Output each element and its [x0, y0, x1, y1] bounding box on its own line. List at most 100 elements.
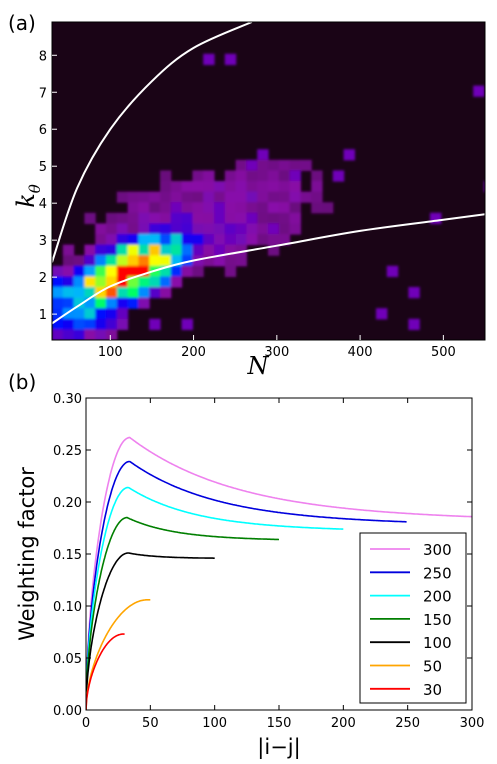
heatmap-cell — [332, 170, 345, 182]
heatmap-cell — [181, 181, 193, 193]
heatmap-cell — [170, 181, 183, 193]
x-tick-label: 500 — [431, 345, 456, 360]
heatmap-cell — [214, 191, 226, 203]
heatmap-cell — [268, 244, 280, 256]
y-tick-label: 0.30 — [53, 392, 82, 407]
heatmap-cell — [138, 191, 150, 203]
series-line-300 — [86, 436, 472, 710]
heatmap-cell — [268, 223, 280, 235]
heatmap-frame — [51, 21, 486, 341]
heatmap-cell — [268, 202, 280, 214]
heatmap-cell — [181, 244, 193, 256]
heatmap-cell — [289, 181, 301, 193]
svg-text:kθ: kθ — [12, 184, 44, 208]
x-tick-label: 0 — [82, 716, 90, 731]
legend-label-50: 50 — [423, 658, 442, 676]
heatmap-cell — [257, 234, 269, 246]
heatmap-cell — [289, 212, 301, 224]
heatmap-cell — [192, 181, 204, 193]
heatmap-cell — [84, 318, 96, 330]
heatmap-cell — [84, 212, 96, 224]
y-tick-label: 0.15 — [53, 548, 82, 563]
panel-a-label: (a) — [8, 11, 36, 35]
heatmap-cell — [127, 202, 139, 214]
y-tick-label: 3 — [39, 234, 47, 249]
heatmap-cell — [170, 212, 183, 224]
heatmap-cell — [127, 255, 139, 267]
heatmap-cell — [203, 202, 215, 214]
heatmap-cell — [192, 244, 204, 256]
heatmap-cell — [95, 287, 107, 299]
heatmap-cell — [311, 202, 323, 214]
heatmap-cell — [268, 181, 280, 193]
heatmap-cell — [192, 191, 204, 203]
heatmap-cell — [160, 202, 172, 214]
heatmap-cell — [138, 212, 150, 224]
density-cells — [52, 53, 485, 340]
heatmap-cell — [278, 202, 291, 214]
heatmap-cell — [106, 308, 118, 320]
panel-b-ticks: 0 50 100 150 200 250 300 0.00 0.05 0.10 0.15 0.20 0.… — [53, 392, 484, 731]
heatmap-cell — [84, 308, 96, 320]
heatmap-cell — [268, 170, 280, 182]
x-tick-label: 200 — [181, 345, 206, 360]
heatmap-cell — [62, 255, 75, 267]
heatmap-cell — [138, 297, 150, 309]
heatmap-cell — [376, 308, 388, 320]
legend-label-30: 30 — [423, 681, 442, 699]
heatmap-cell — [300, 191, 312, 203]
heatmap-cell — [138, 255, 150, 267]
y-tick-label: 8 — [39, 49, 47, 64]
heatmap-cell — [149, 191, 161, 203]
x-axis-label-N: N — [247, 352, 270, 380]
heatmap-cell — [160, 191, 172, 203]
x-tick-label: 100 — [98, 345, 123, 360]
heatmap-cell — [322, 202, 334, 214]
heatmap-cell — [257, 212, 269, 224]
heatmap-cell — [203, 244, 215, 256]
legend-label-250: 250 — [423, 564, 452, 582]
heatmap-cell — [106, 287, 118, 299]
heatmap-cell — [214, 202, 226, 214]
heatmap-cell — [257, 181, 269, 193]
heatmap-cell — [214, 234, 226, 246]
heatmap-cell — [52, 287, 64, 299]
series-line-30 — [86, 633, 125, 710]
heatmap-cell — [246, 191, 258, 203]
heatmap-cell — [289, 223, 301, 235]
heatmap-cell — [127, 212, 139, 224]
heatmap-cell — [73, 308, 85, 320]
heatmap-cell — [235, 181, 247, 193]
y-tick-label: 6 — [39, 123, 47, 138]
heatmap-cell — [160, 255, 172, 267]
heatmap-cell — [170, 202, 183, 214]
heatmap-cell — [138, 223, 150, 235]
heatmap-cell — [246, 223, 258, 235]
heatmap-cell — [95, 223, 107, 235]
heatmap-cell — [84, 255, 96, 267]
heatmap-cell — [84, 265, 96, 277]
heatmap-cell — [214, 244, 226, 256]
heatmap-cell — [170, 276, 183, 288]
heatmap-cell — [95, 265, 107, 277]
y-tick-label: 2 — [39, 271, 47, 286]
heatmap-cell — [73, 297, 85, 309]
heatmap-cell — [84, 287, 96, 299]
heatmap-cell — [160, 170, 172, 182]
heatmap-cell — [246, 159, 258, 171]
heatmap-cell — [278, 170, 291, 182]
heatmap-cell — [138, 265, 150, 277]
heatmap-cell — [203, 255, 215, 267]
heatmap-cell — [181, 265, 193, 277]
heatmap-cell — [149, 212, 161, 224]
heatmap-cell — [268, 234, 280, 246]
legend-label-200: 200 — [423, 588, 452, 606]
heatmap-cell — [149, 223, 161, 235]
heatmap-cell — [106, 297, 118, 309]
heatmap-cell — [224, 181, 237, 193]
heatmap-cell — [160, 212, 172, 224]
heatmap-cell — [181, 234, 193, 246]
y-tick-label: 0.25 — [53, 444, 82, 459]
heatmap-cell — [311, 191, 323, 203]
heatmap-cell — [149, 244, 161, 256]
